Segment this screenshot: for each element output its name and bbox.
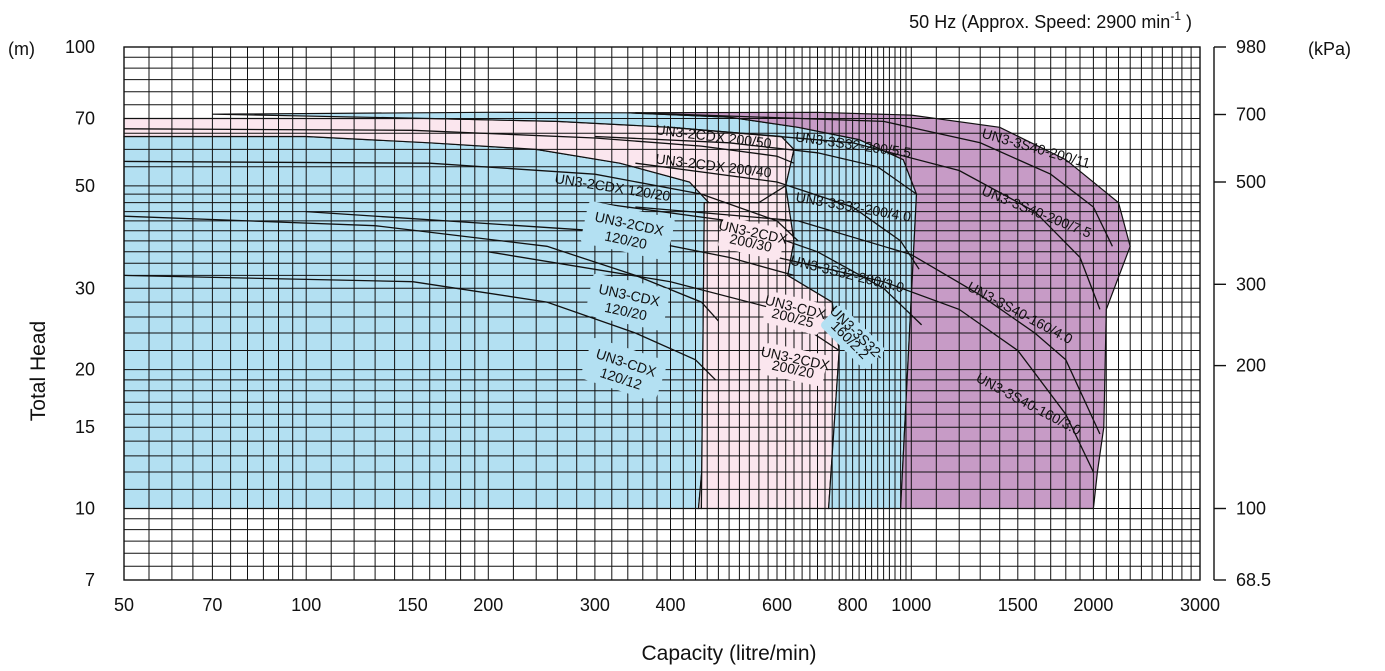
x-tick-label: 150	[398, 595, 428, 615]
y-tick-label-kpa: 700	[1236, 105, 1266, 125]
curve-UN3-2CDX 200/50	[123, 128, 795, 164]
y-tick-label-kpa: 980	[1236, 37, 1266, 57]
curve-UN3-CDX 120/20	[123, 274, 717, 381]
curve-UN3-3S32-200/4.0	[635, 162, 920, 270]
region-badge-background	[580, 201, 675, 261]
x-tick-label: 800	[838, 595, 868, 615]
y-tick-label-kpa: 200	[1236, 356, 1266, 376]
x-tick-label: 600	[762, 595, 792, 615]
curve-UN3-3S40-160/4.0	[635, 206, 1101, 435]
region-badge-background	[763, 291, 825, 335]
x-tick-label: 400	[655, 595, 685, 615]
curve-UN3-3S40-200/11	[635, 112, 1113, 247]
axes: 50 70 100 150 200 300 400 600 800 1000 1500 2000 300…	[65, 37, 1271, 615]
y-tick-label: 15	[75, 417, 95, 437]
plot-frame	[123, 46, 1201, 581]
curve-UN3-3S40-160/3.0	[776, 256, 1094, 473]
curve-UN3-3S32-200/3.0	[594, 201, 923, 326]
y-tick-label-kpa: 68.5	[1236, 570, 1271, 590]
x-axis-title: Capacity (litre/min)	[641, 642, 816, 665]
region-badge-background	[760, 343, 828, 387]
region-badge-background	[580, 337, 668, 402]
x-tick-label: 1500	[998, 595, 1038, 615]
y-tick-label: 100	[65, 37, 95, 57]
curve-UN3-2CDX 200/40	[123, 160, 799, 242]
x-tick-label: 200	[473, 595, 503, 615]
curve-UN3-2CDX 120/20	[123, 215, 719, 322]
y-unit-left: (m)	[8, 39, 35, 59]
curve-UN3-3S40-200/7.5	[670, 126, 1101, 310]
y-tick-label-kpa: 500	[1236, 172, 1266, 192]
y-tick-label: 30	[75, 278, 95, 298]
curve-UN3-3S32-200/5.5	[594, 135, 917, 195]
region-badge-background	[821, 305, 885, 369]
chart-title: 50 Hz (Approx. Speed: 2900 min-1 )	[909, 9, 1192, 32]
region-badge-background	[585, 273, 671, 331]
y-tick-label-kpa: 100	[1236, 499, 1266, 519]
y-tick-label-kpa: 300	[1236, 274, 1266, 294]
region-badge-background	[718, 216, 786, 260]
x-tick-label: 100	[291, 595, 321, 615]
x-tick-label: 1000	[891, 595, 931, 615]
x-tick-label: 2000	[1073, 595, 1113, 615]
y-tick-label: 7	[85, 570, 95, 590]
y-tick-label: 50	[75, 176, 95, 196]
x-tick-label: 70	[202, 595, 222, 615]
y-unit-right: (kPa)	[1308, 39, 1351, 59]
y-tick-label: 70	[75, 109, 95, 129]
y-tick-label: 20	[75, 360, 95, 380]
y-tick-label: 10	[75, 499, 95, 519]
y-axis-title: Total Head	[27, 321, 50, 421]
x-tick-label: 300	[580, 595, 610, 615]
x-tick-label: 3000	[1180, 595, 1220, 615]
x-tick-label: 50	[114, 595, 134, 615]
